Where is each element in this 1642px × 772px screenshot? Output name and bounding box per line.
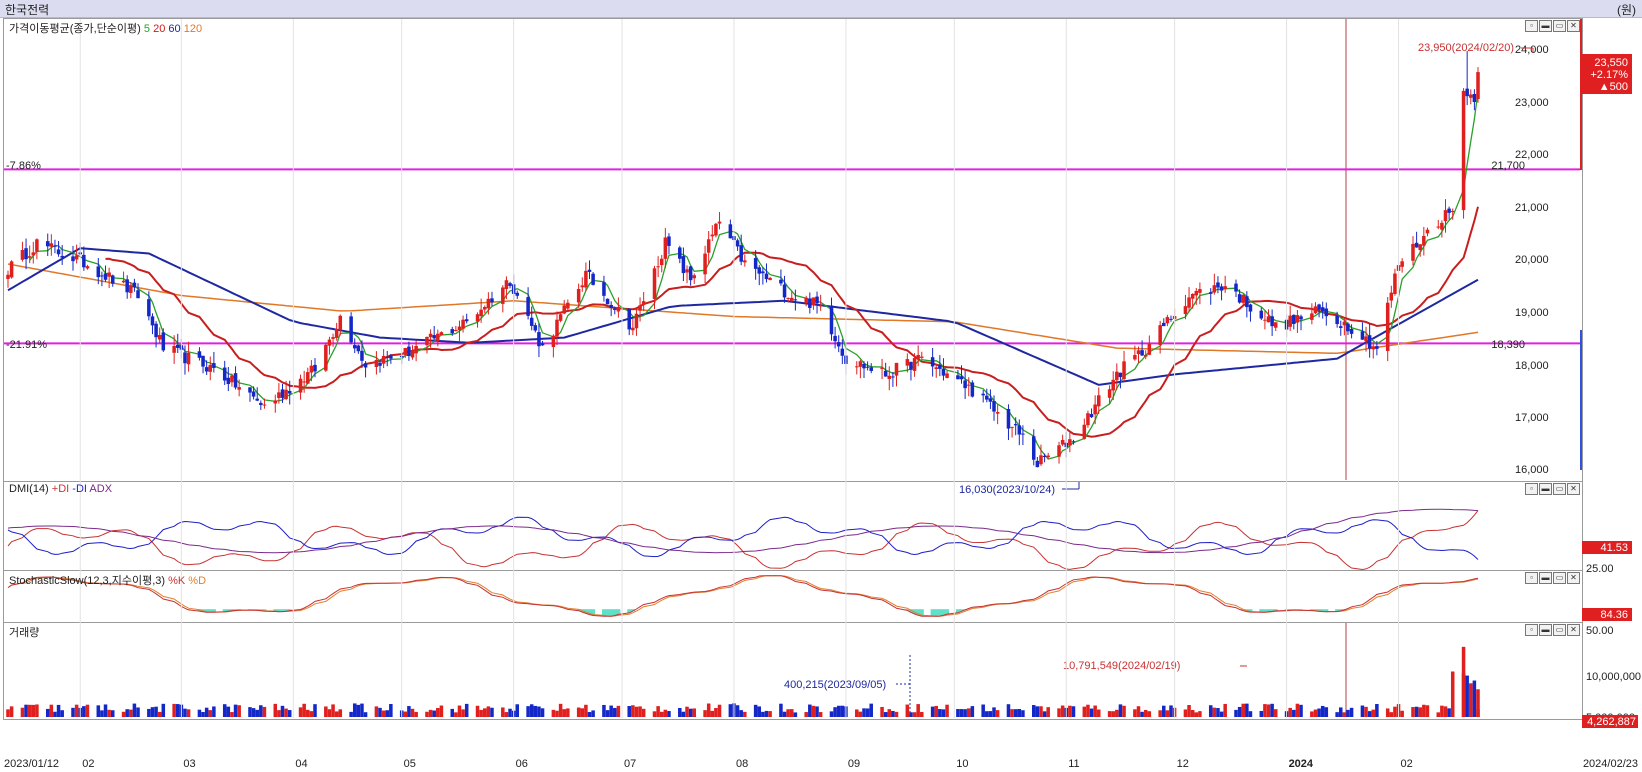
x-tick-label: 07: [624, 758, 636, 770]
current-change-pct: +2.17%: [1590, 69, 1628, 81]
x-tick-label: 05: [404, 758, 416, 770]
x-tick-label: 02: [1401, 758, 1413, 770]
current-price-box: 23,550 +2.17% ▲500: [1582, 54, 1632, 94]
x-tick-label: 08: [736, 758, 748, 770]
dmi-panel[interactable]: DMI(14) +DI -DI ADX ▫ ▬ ▭ ✕: [3, 481, 1583, 571]
x-end-date: 2024/02/23: [1583, 758, 1638, 770]
x-tick-label: 11: [1068, 758, 1079, 770]
price-panel-controls[interactable]: ▫ ▬ ▭ ✕: [1525, 20, 1580, 32]
stochastic-panel-title: StochasticSlow(12,3,지수이평,3) %K %D: [9, 575, 207, 587]
dmi-tick-25: 25.00: [1586, 563, 1614, 575]
current-change: ▲500: [1599, 81, 1628, 93]
current-price: 23,550: [1594, 57, 1628, 69]
stochastic-panel-controls[interactable]: ▫ ▬ ▭ ✕: [1525, 572, 1580, 584]
x-start-date: 2023/01/12: [4, 758, 59, 770]
x-tick-label: 09: [848, 758, 860, 770]
stoch-value-box: [1582, 608, 1632, 621]
unit-label: (원): [1616, 3, 1636, 17]
price-panel-title: 가격이동평균(종가,단순이평) 5 20 60 120: [9, 23, 203, 35]
stoch-current-value: 84.36: [1600, 609, 1628, 621]
price-panel[interactable]: 가격이동평균(종가,단순이평) 5 20 60 120 ▫ ▬ ▭ ✕: [3, 18, 1583, 482]
x-tick-label: 10: [956, 758, 968, 770]
x-tick-label: 12: [1177, 758, 1189, 770]
x-tick-label: 03: [183, 758, 195, 770]
volume-panel-controls[interactable]: ▫ ▬ ▭ ✕: [1525, 624, 1580, 636]
x-tick-label: 02: [82, 758, 94, 770]
x-tick-label: 06: [516, 758, 528, 770]
stoch-tick-50: 50.00: [1586, 625, 1614, 637]
dmi-panel-controls[interactable]: ▫ ▬ ▭ ✕: [1525, 483, 1580, 495]
volume-tick-10m: 10,000,000: [1586, 671, 1641, 683]
volume-value-box: [1582, 715, 1638, 728]
dmi-panel-title: DMI(14) +DI -DI ADX: [9, 483, 113, 495]
stochastic-panel[interactable]: StochasticSlow(12,3,지수이평,3) %K %D ▫ ▬ ▭ ✕: [3, 570, 1583, 623]
title-bar: 한국전력 (원): [0, 0, 1642, 18]
dmi-current-value: 41.53: [1600, 542, 1628, 554]
stock-name: 한국전력: [5, 3, 50, 17]
volume-panel-title: 거래량: [9, 627, 40, 639]
dmi-value-box: [1582, 541, 1632, 554]
volume-tick-5m: 5,000,000: [1586, 712, 1635, 724]
volume-current-value: 4,262,887: [1587, 716, 1636, 728]
x-tick-label: 2024: [1289, 758, 1314, 770]
x-tick-label: 04: [295, 758, 307, 770]
volume-panel[interactable]: 거래량 ▫ ▬ ▭ ✕: [3, 622, 1583, 720]
